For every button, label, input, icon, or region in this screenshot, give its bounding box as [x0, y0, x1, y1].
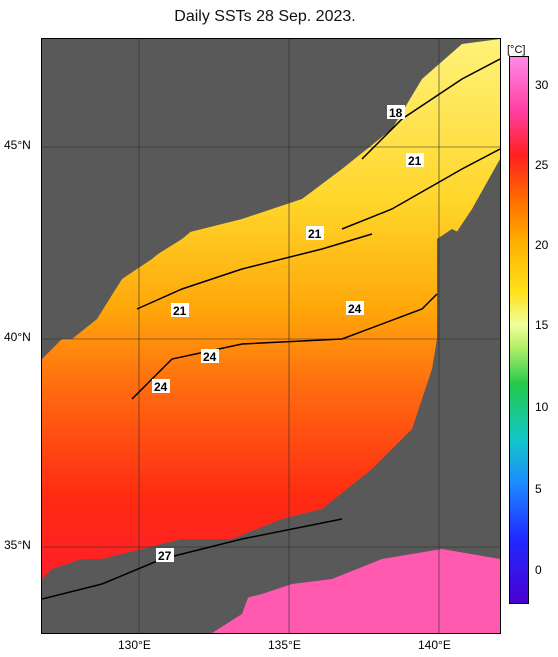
kyushu-land — [162, 579, 252, 633]
colorbar — [509, 56, 529, 604]
colorbar-tick-5: 5 — [535, 482, 542, 496]
contour-label-27: 27 — [158, 549, 172, 563]
grid — [42, 39, 500, 633]
lon-label-135: 135°E — [268, 638, 301, 652]
pacific-sea — [212, 539, 500, 633]
colorbar-tick-20: 20 — [535, 238, 549, 252]
colorbar-tick-25: 25 — [535, 158, 549, 172]
contour-label-21a: 21 — [408, 154, 422, 168]
colorbar-tick-30: 30 — [535, 78, 549, 92]
colorbar-tick-0: 0 — [535, 563, 542, 577]
map-title: Daily SSTs 28 Sep. 2023. — [174, 8, 356, 25]
contour-label-18: 18 — [389, 106, 403, 120]
colorbar-tick-10: 10 — [535, 400, 549, 414]
japan-land — [232, 229, 500, 599]
contour-label-24b: 24 — [203, 350, 217, 364]
contour-label-24c: 24 — [154, 380, 168, 394]
sst-map: 18 21 21 21 24 24 24 27 — [41, 38, 501, 634]
colorbar-tick-15: 15 — [535, 318, 549, 332]
korea-land — [42, 39, 412, 339]
colorbar-unit: [°C] — [507, 44, 526, 56]
lon-label-140: 140°E — [418, 638, 451, 652]
lon-label-130: 130°E — [118, 638, 151, 652]
contour-label-21c: 21 — [173, 304, 187, 318]
contour-labels: 18 21 21 21 24 24 24 27 — [152, 105, 424, 563]
sst-map-svg: 18 21 21 21 24 24 24 27 — [42, 39, 500, 633]
contour-label-24a: 24 — [348, 302, 362, 316]
japan-sea — [42, 39, 500, 579]
contour-label-21b: 21 — [308, 227, 322, 241]
lat-label-45: 45°N — [4, 138, 31, 152]
lat-label-40: 40°N — [4, 330, 31, 344]
lat-label-35: 35°N — [4, 538, 31, 552]
